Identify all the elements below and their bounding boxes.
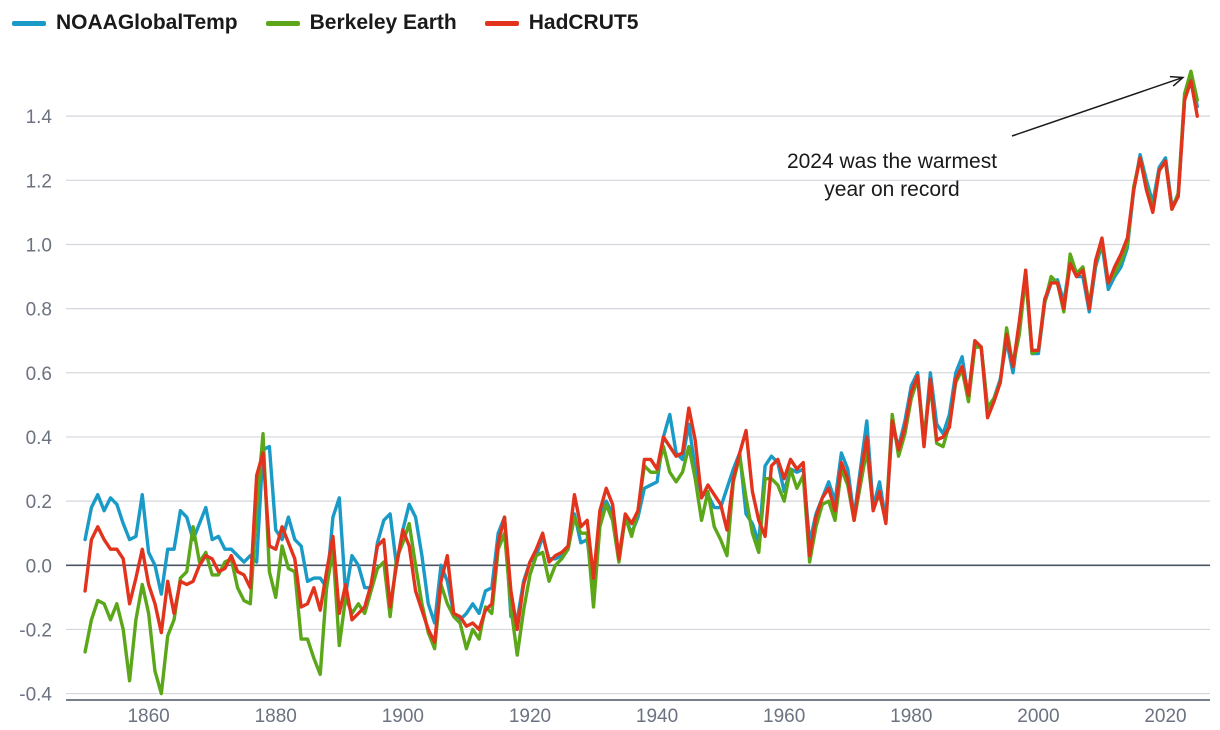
- x-tick-label: 1880: [255, 706, 297, 727]
- annotation-line-2: year on record: [824, 178, 959, 201]
- y-tick-label: 1.0: [26, 235, 52, 256]
- x-axis-labels: 1860 1880 1900 1920 1940 1960 1980 2000 2020: [127, 706, 1186, 727]
- hadcrut-series-line: [85, 81, 1197, 642]
- y-tick-label: 0.6: [26, 364, 52, 385]
- berkeley-series-line: [85, 71, 1197, 693]
- x-tick-label: 1940: [636, 706, 678, 727]
- x-tick-label: 1980: [890, 706, 932, 727]
- y-tick-label: -0.4: [19, 685, 52, 706]
- y-gridlines: [66, 116, 1210, 693]
- y-tick-label: 1.2: [26, 171, 52, 192]
- x-tick-label: 2000: [1017, 706, 1059, 727]
- x-tick-label: 2020: [1144, 706, 1186, 727]
- y-tick-label: 1.4: [26, 107, 53, 128]
- y-tick-label: 0.4: [26, 428, 53, 449]
- y-tick-label: 0.8: [26, 300, 52, 321]
- x-tick-label: 1920: [509, 706, 551, 727]
- y-tick-label: 0.0: [26, 556, 52, 577]
- x-tick-label: 1900: [382, 706, 424, 727]
- x-tick-label: 1960: [763, 706, 805, 727]
- x-tick-label: 1860: [127, 706, 169, 727]
- series-lines: [85, 71, 1197, 693]
- temperature-line-chart: -0.4 -0.2 0.0 0.2 0.4 0.6 0.8 1.0 1.2 1.4 1860 188…: [0, 0, 1220, 730]
- annotation-line-1: 2024 was the warmest: [787, 150, 997, 173]
- annotation-arrow-line: [1012, 77, 1183, 136]
- y-tick-label: -0.2: [19, 620, 52, 641]
- annotation: 2024 was the warmest year on record: [787, 77, 1183, 201]
- y-tick-label: 0.2: [26, 492, 52, 513]
- y-axis-labels: -0.4 -0.2 0.0 0.2 0.4 0.6 0.8 1.0 1.2 1.4: [19, 107, 52, 705]
